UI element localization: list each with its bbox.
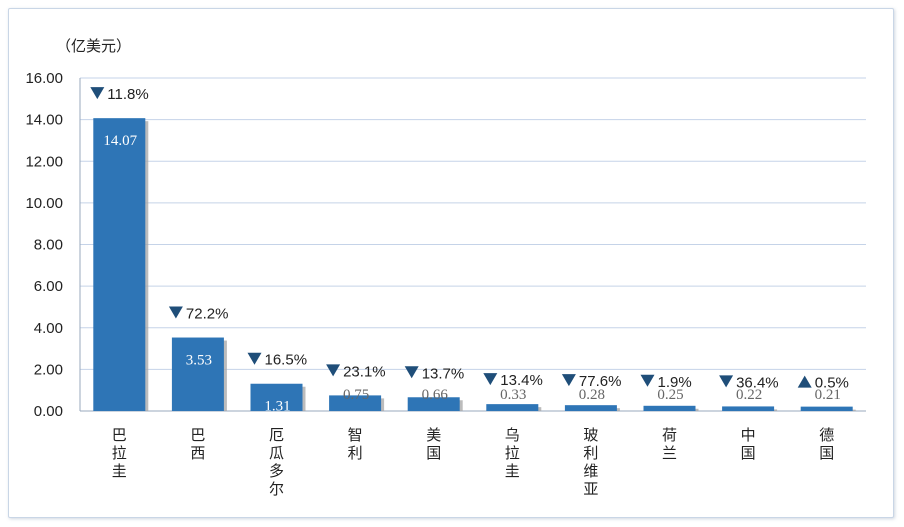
value-label: 1.31 — [264, 399, 290, 415]
y-axis-unit-label: （亿美元） — [56, 37, 131, 55]
down-triangle-icon — [719, 375, 734, 388]
change-label: 23.1% — [343, 363, 386, 380]
down-triangle-icon — [404, 366, 419, 379]
change-label: 13.7% — [422, 365, 465, 382]
bar — [486, 404, 539, 411]
change-label: 1.9% — [658, 374, 692, 391]
down-triangle-icon — [561, 374, 576, 387]
value-label: 0.21 — [815, 387, 841, 403]
category-label: 厄瓜多尔 — [269, 426, 284, 498]
y-tick-label: 4.00 — [34, 320, 63, 337]
y-tick-label: 10.00 — [25, 195, 63, 212]
change-label: 36.4% — [736, 374, 779, 391]
value-label: 0.66 — [422, 387, 449, 403]
bar — [564, 405, 617, 411]
bar — [250, 383, 303, 411]
value-label: 0.75 — [343, 387, 369, 403]
category-label: 智利 — [348, 426, 363, 462]
value-labels: 14.07 3.53 1.31 0.75 0.66 0.33 0.28 0.25 0.22 0.2… — [103, 133, 840, 415]
down-triangle-icon — [247, 352, 262, 365]
bar — [407, 397, 460, 411]
y-tick-label: 16.00 — [25, 70, 63, 87]
change-labels: 11.8% 72.2% 16.5% 23.1% 13.7% 13.4% 77.6% 1.9% 3… — [90, 86, 849, 392]
value-label: 3.53 — [186, 353, 212, 369]
bar — [329, 395, 382, 411]
y-axis-ticks: 0.00 2.00 4.00 6.00 8.00 10.00 12.00 14.00 16.00 — [25, 70, 63, 420]
bar — [643, 405, 696, 411]
category-label: 中国 — [741, 426, 756, 462]
y-tick-label: 14.00 — [25, 112, 63, 129]
down-triangle-icon — [640, 374, 655, 387]
down-triangle-icon — [326, 364, 341, 377]
change-label: 13.4% — [500, 372, 543, 389]
y-tick-label: 8.00 — [34, 237, 63, 254]
change-label: 0.5% — [815, 375, 849, 392]
category-label: 巴拉圭 — [112, 426, 127, 480]
value-label: 14.07 — [103, 133, 137, 149]
y-tick-label: 12.00 — [25, 153, 63, 170]
change-label: 77.6% — [579, 373, 622, 390]
category-label: 荷兰 — [662, 426, 677, 462]
category-labels: 巴拉圭 巴西 厄瓜多尔 智利 美国 乌拉圭 玻利维亚 荷兰 中国 德国 — [112, 426, 834, 498]
category-label: 德国 — [819, 426, 834, 462]
chart-frame — [8, 8, 894, 518]
y-tick-label: 0.00 — [34, 403, 63, 420]
value-label: 0.28 — [579, 387, 605, 403]
down-triangle-icon — [483, 373, 498, 386]
value-label: 0.22 — [736, 387, 762, 403]
category-label: 美国 — [426, 426, 441, 462]
category-label: 乌拉圭 — [505, 426, 520, 480]
y-tick-label: 6.00 — [34, 278, 63, 295]
category-label: 巴西 — [190, 426, 205, 462]
category-label: 玻利维亚 — [583, 426, 598, 498]
change-label: 72.2% — [186, 306, 229, 323]
bar — [171, 337, 224, 411]
value-label: 0.25 — [657, 387, 683, 403]
change-label: 16.5% — [265, 352, 308, 369]
bars — [93, 118, 856, 411]
bar — [722, 406, 775, 411]
bar — [800, 406, 853, 411]
y-tick-label: 2.00 — [34, 361, 63, 378]
value-label: 0.33 — [500, 387, 526, 403]
down-triangle-icon — [168, 306, 183, 319]
down-triangle-icon — [90, 87, 105, 100]
bar — [93, 118, 146, 411]
up-triangle-icon — [797, 375, 812, 388]
change-label: 11.8% — [107, 86, 148, 103]
